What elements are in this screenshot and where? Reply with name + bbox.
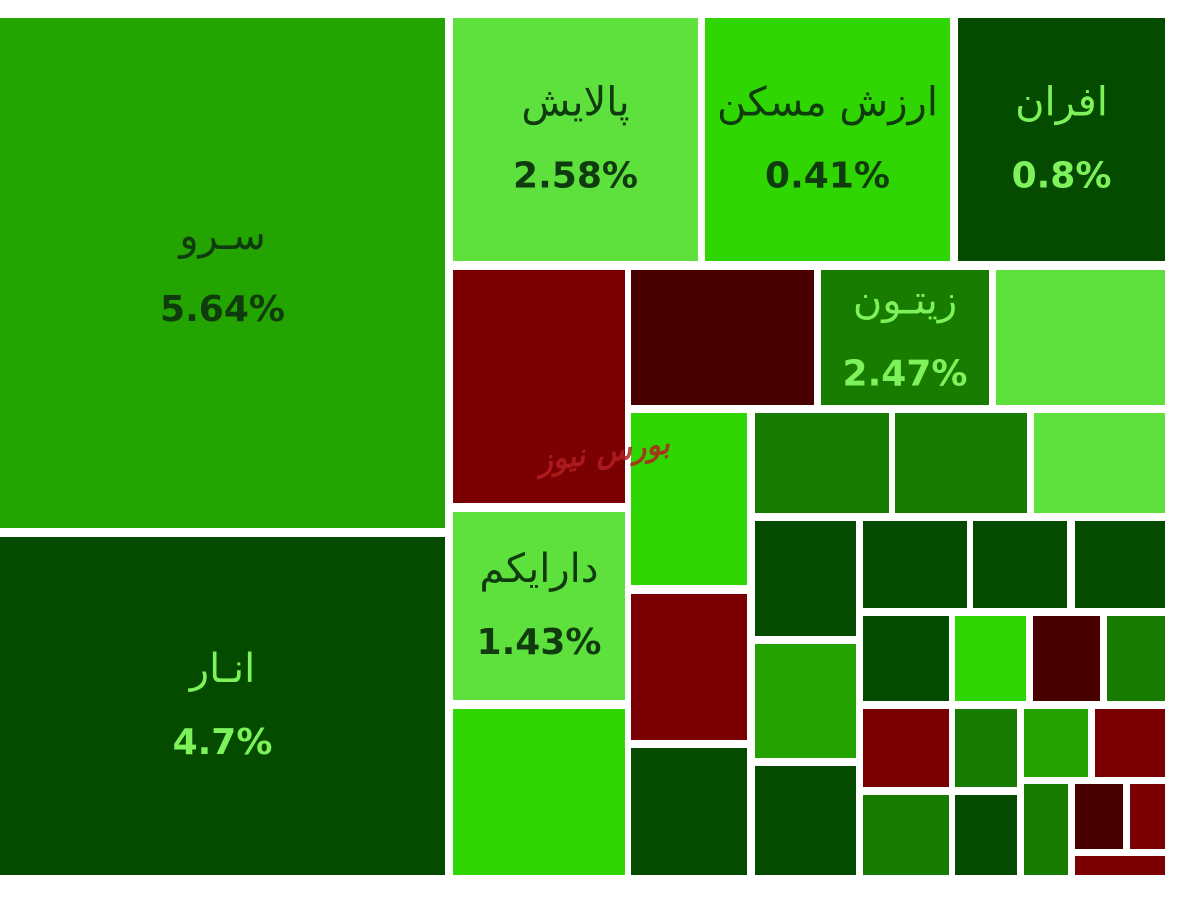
treemap-tile-unlabeled (863, 616, 949, 701)
tile-value-label: 4.7% (173, 722, 273, 763)
tile-name-label: دارایکم (479, 546, 598, 592)
treemap-tile-unlabeled (1033, 616, 1100, 701)
treemap-tile (705, 18, 950, 261)
treemap-tile-unlabeled (453, 270, 625, 503)
treemap-tile-unlabeled (755, 644, 856, 758)
tile-name-label: پالایش (521, 80, 629, 126)
treemap-tile-unlabeled (955, 795, 1017, 875)
treemap-tile (821, 270, 989, 405)
treemap-tile-unlabeled (996, 270, 1165, 405)
treemap-tile-unlabeled (1075, 784, 1123, 849)
tile-value-label: 0.8% (1012, 156, 1112, 197)
tile-value-label: 5.64% (160, 289, 285, 330)
treemap-tile-unlabeled (973, 521, 1067, 608)
tile-value-label: 2.47% (843, 354, 968, 395)
treemap-tile-unlabeled (631, 748, 747, 875)
tile-name-label: سـرو (177, 213, 266, 259)
treemap-tile-unlabeled (453, 709, 625, 875)
treemap-tile-unlabeled (1075, 521, 1165, 608)
tile-name-label: انـار (188, 646, 255, 692)
treemap-tile-unlabeled (755, 413, 889, 513)
tile-name-label: ارزش مسکن (717, 80, 938, 126)
treemap-tile-unlabeled (955, 616, 1026, 701)
treemap-tile-unlabeled (863, 709, 949, 787)
treemap-tile (0, 18, 445, 528)
treemap-tile-unlabeled (863, 521, 967, 608)
treemap-tile-unlabeled (1024, 709, 1088, 777)
treemap-tile-unlabeled (1075, 856, 1165, 875)
tile-value-label: 1.43% (477, 622, 602, 663)
treemap-tile-unlabeled (863, 795, 949, 875)
treemap-tile (453, 18, 698, 261)
treemap-tile-unlabeled (895, 413, 1027, 513)
treemap-tile (0, 537, 445, 875)
treemap-tile-unlabeled (955, 709, 1017, 787)
treemap-tile-unlabeled (755, 766, 856, 875)
treemap-tile (958, 18, 1165, 261)
treemap-tile-unlabeled (631, 413, 747, 585)
treemap-tile (453, 512, 625, 700)
treemap-tile-unlabeled (1095, 709, 1165, 777)
treemap-tile-unlabeled (1034, 413, 1165, 513)
tile-value-label: 2.58% (513, 156, 638, 197)
treemap-tile-unlabeled (1130, 784, 1165, 849)
treemap-tile-unlabeled (1024, 784, 1068, 875)
treemap-tile-unlabeled (631, 270, 814, 405)
treemap-tile-unlabeled (755, 521, 856, 636)
tile-value-label: 0.41% (765, 156, 890, 197)
treemap-tile-unlabeled (631, 594, 747, 740)
treemap-tile-unlabeled (1107, 616, 1165, 701)
tile-name-label: افران (1015, 80, 1108, 126)
tile-name-label: زیتـون (853, 278, 957, 324)
